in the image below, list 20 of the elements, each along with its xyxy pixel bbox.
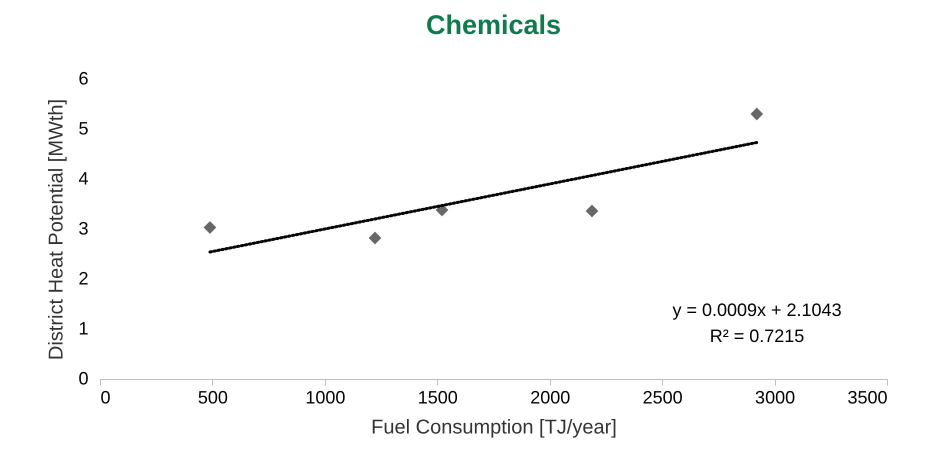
y-tick-label: 2 bbox=[78, 268, 88, 288]
x-tick-label: 2500 bbox=[642, 388, 683, 408]
x-tick-label: 2000 bbox=[530, 388, 570, 408]
annotation: y = 0.0009x + 2.1043 bbox=[672, 300, 842, 320]
x-tick-label: 3000 bbox=[755, 388, 796, 408]
y-tick-label: 4 bbox=[78, 168, 88, 188]
x-axis-title: Fuel Consumption [TJ/year] bbox=[371, 416, 617, 438]
x-tick-label: 500 bbox=[198, 388, 228, 408]
x-tick-label: 1000 bbox=[305, 388, 346, 408]
annotation: R² = 0.7215 bbox=[710, 326, 804, 346]
y-tick-label: 1 bbox=[78, 318, 88, 338]
y-tick-label: 0 bbox=[78, 368, 88, 388]
y-tick-label: 5 bbox=[78, 118, 88, 138]
y-axis-title: District Heat Potential [MWth] bbox=[45, 98, 68, 360]
x-tick-label: 1500 bbox=[418, 388, 458, 408]
x-tick-label: 3500 bbox=[847, 388, 888, 408]
y-tick-label: 6 bbox=[78, 68, 88, 88]
y-tick-label: 3 bbox=[78, 218, 88, 238]
x-tick-label: 0 bbox=[100, 388, 111, 408]
chart-title: Chemicals bbox=[426, 10, 562, 40]
